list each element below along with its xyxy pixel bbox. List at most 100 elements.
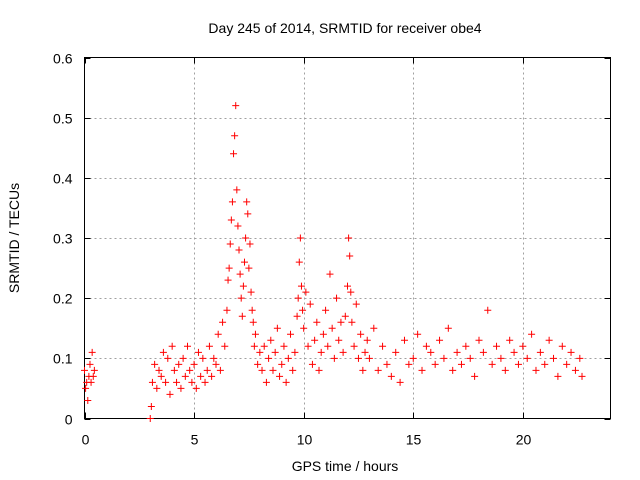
data-point xyxy=(291,348,299,356)
data-point xyxy=(249,318,257,326)
grid-lines xyxy=(84,57,611,419)
data-point xyxy=(444,324,452,332)
data-point xyxy=(348,318,356,326)
chart-title: Day 245 of 2014, SRMTID for receiver obe… xyxy=(208,20,481,36)
data-point xyxy=(205,342,213,350)
data-point xyxy=(278,360,286,368)
data-point xyxy=(287,330,295,338)
data-point xyxy=(245,264,253,272)
data-point xyxy=(501,366,509,374)
x-tick-label: 10 xyxy=(297,432,313,448)
data-point xyxy=(510,348,518,356)
data-point xyxy=(162,378,170,386)
data-point xyxy=(184,342,192,350)
data-point xyxy=(90,366,98,374)
data-point xyxy=(250,342,258,350)
data-point xyxy=(306,300,314,308)
data-point xyxy=(214,330,222,338)
data-point xyxy=(271,348,279,356)
x-tick-label: 5 xyxy=(191,432,199,448)
data-point xyxy=(244,210,252,218)
data-point xyxy=(346,252,354,260)
data-point xyxy=(414,330,422,338)
data-point xyxy=(201,378,209,386)
data-point xyxy=(175,360,183,368)
data-point xyxy=(344,282,351,290)
x-axis-label: GPS time / hours xyxy=(292,458,399,474)
data-point xyxy=(293,312,301,320)
data-point xyxy=(479,348,487,356)
data-point xyxy=(234,222,242,230)
data-point xyxy=(227,216,235,224)
data-point xyxy=(357,330,365,338)
data-point xyxy=(536,348,544,356)
data-point xyxy=(273,324,281,332)
y-tick-label: 0.6 xyxy=(53,51,73,67)
data-point xyxy=(311,336,319,344)
data-point xyxy=(558,342,566,350)
data-point xyxy=(199,354,207,362)
data-point xyxy=(235,246,243,254)
data-point xyxy=(528,330,536,338)
data-point xyxy=(462,342,470,350)
data-point xyxy=(440,354,448,362)
data-point xyxy=(179,354,187,362)
data-point xyxy=(550,354,558,362)
data-point xyxy=(328,324,336,332)
data-point xyxy=(186,366,194,374)
data-point xyxy=(335,336,343,344)
y-tick-label: 0.1 xyxy=(53,351,73,367)
data-point xyxy=(88,348,96,356)
data-point xyxy=(159,348,167,356)
data-point xyxy=(300,324,308,332)
data-point xyxy=(326,270,334,278)
data-points xyxy=(81,102,586,422)
x-tick-label: 0 xyxy=(82,432,90,448)
data-point xyxy=(282,378,290,386)
y-tick-label: 0.3 xyxy=(53,231,73,247)
x-tick-labels: 0 5 10 15 20 xyxy=(82,432,532,448)
data-point xyxy=(238,312,246,320)
data-point xyxy=(392,348,400,356)
data-point xyxy=(248,306,256,314)
data-point xyxy=(436,336,444,344)
data-point xyxy=(262,378,270,386)
data-point xyxy=(192,384,200,392)
data-point xyxy=(506,336,514,344)
data-point xyxy=(350,342,358,350)
data-point xyxy=(387,372,395,380)
data-point xyxy=(181,372,189,380)
data-point xyxy=(457,360,465,368)
data-point xyxy=(84,396,92,404)
data-point xyxy=(514,360,522,368)
data-point xyxy=(228,198,236,206)
data-point xyxy=(147,402,155,410)
data-point xyxy=(153,384,161,392)
data-point xyxy=(379,342,387,350)
data-point xyxy=(347,288,355,296)
data-point xyxy=(168,342,176,350)
axis-ticks xyxy=(84,57,611,420)
data-point xyxy=(240,258,248,266)
data-point xyxy=(276,372,284,380)
data-point xyxy=(155,366,163,374)
data-point xyxy=(173,378,181,386)
data-point xyxy=(409,354,417,362)
data-point xyxy=(247,288,255,296)
data-point xyxy=(254,360,262,368)
data-point xyxy=(317,348,325,356)
data-point xyxy=(341,312,349,320)
y-tick-label: 0.4 xyxy=(53,171,73,187)
data-point xyxy=(190,360,198,368)
data-point xyxy=(89,372,97,380)
data-point xyxy=(233,186,241,194)
data-point xyxy=(267,336,275,344)
y-tick-labels: 0 0.1 0.2 0.3 0.4 0.5 0.6 xyxy=(53,51,73,428)
data-point xyxy=(315,366,323,374)
data-point xyxy=(339,348,347,356)
data-point xyxy=(87,378,95,386)
data-point xyxy=(216,366,224,374)
data-point xyxy=(226,240,234,248)
data-point xyxy=(449,366,457,374)
